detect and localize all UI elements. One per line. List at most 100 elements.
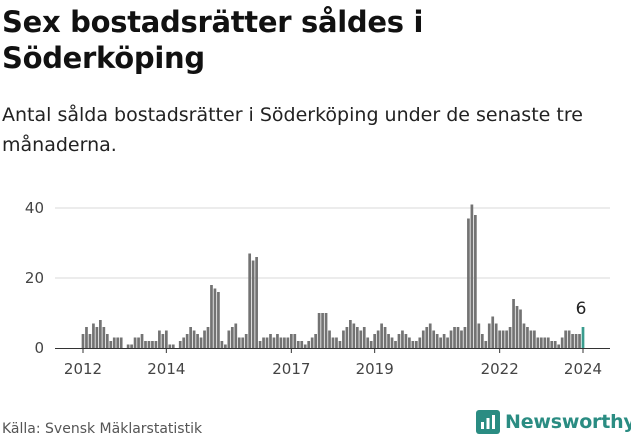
bar xyxy=(432,330,436,348)
bar xyxy=(401,330,404,348)
bar xyxy=(411,341,415,348)
bar xyxy=(199,337,203,348)
bar xyxy=(508,327,512,348)
bar xyxy=(182,337,186,348)
y-tick-label: 40 xyxy=(25,199,44,217)
bar xyxy=(470,204,474,348)
bar xyxy=(435,334,439,348)
bar xyxy=(147,341,151,348)
bar xyxy=(460,330,463,348)
bar xyxy=(519,309,522,348)
bar xyxy=(119,337,123,348)
bar xyxy=(369,341,373,348)
bar xyxy=(283,337,286,348)
bar xyxy=(501,330,505,348)
bar xyxy=(536,337,540,348)
bar xyxy=(522,323,526,348)
bar xyxy=(154,341,158,348)
bar xyxy=(178,341,182,348)
bar xyxy=(224,344,227,348)
bar xyxy=(553,341,557,348)
x-tick-label: 2012 xyxy=(64,360,102,378)
bar xyxy=(210,285,213,348)
bar xyxy=(480,334,484,348)
newsworthy-logo-icon xyxy=(476,410,500,434)
x-tick-label: 2014 xyxy=(147,360,185,378)
bar xyxy=(571,334,574,348)
bar xyxy=(317,313,321,348)
bar xyxy=(237,337,241,348)
bar xyxy=(498,330,502,348)
bar xyxy=(99,320,102,348)
bar xyxy=(185,334,189,348)
bar xyxy=(171,344,175,348)
bar xyxy=(164,330,168,348)
bar xyxy=(324,313,328,348)
bar xyxy=(546,337,550,348)
bar xyxy=(349,320,352,348)
bar xyxy=(526,327,529,348)
x-tick-label: 2019 xyxy=(356,360,394,378)
bar xyxy=(421,330,425,348)
bar xyxy=(394,341,397,348)
bar xyxy=(85,327,88,348)
x-tick-label: 2017 xyxy=(272,360,310,378)
bar xyxy=(168,344,172,348)
bar xyxy=(293,334,297,348)
bar xyxy=(539,337,543,348)
bar xyxy=(335,337,338,348)
bar xyxy=(189,327,192,348)
x-tick-label: 2022 xyxy=(481,360,519,378)
bar xyxy=(133,337,137,348)
bar xyxy=(272,337,276,348)
bar xyxy=(158,330,161,348)
bar xyxy=(512,299,515,348)
bar xyxy=(196,334,199,348)
bar xyxy=(414,341,418,348)
bar xyxy=(300,341,304,348)
bar xyxy=(137,337,140,348)
bar xyxy=(342,330,345,348)
bar xyxy=(248,253,252,348)
highlight-value-label: 6 xyxy=(576,299,587,319)
bar xyxy=(279,337,283,348)
bar xyxy=(331,337,335,348)
bar xyxy=(217,292,220,348)
bar xyxy=(442,334,446,348)
newsworthy-brand[interactable]: Newsworthy xyxy=(476,408,631,436)
bar xyxy=(206,327,210,348)
bar xyxy=(102,327,106,348)
chart-title: Sex bostadsrätter såldes i Söderköping xyxy=(2,5,424,75)
bar xyxy=(387,334,390,348)
bar xyxy=(408,337,411,348)
bar xyxy=(487,323,491,348)
bar xyxy=(494,323,498,348)
bar xyxy=(449,330,453,348)
bar xyxy=(151,341,154,348)
bar xyxy=(397,334,401,348)
bar xyxy=(220,341,224,348)
bar xyxy=(234,323,238,348)
bar xyxy=(286,337,290,348)
bar xyxy=(446,337,449,348)
bar xyxy=(383,327,387,348)
bar xyxy=(116,337,120,348)
bar xyxy=(130,344,133,348)
bar xyxy=(88,334,92,348)
bar xyxy=(467,218,470,348)
bar xyxy=(418,337,422,348)
bar xyxy=(560,337,564,348)
bar xyxy=(439,337,442,348)
bar xyxy=(321,313,324,348)
bar xyxy=(574,334,578,348)
bar xyxy=(533,330,536,348)
bar xyxy=(230,327,234,348)
bar xyxy=(557,344,561,348)
bar xyxy=(491,316,495,348)
bar-chart: 0 20 40 2012 2014 2017 2019 2022 2024 6 xyxy=(25,199,610,378)
bar xyxy=(359,330,363,348)
x-tick-label: 2024 xyxy=(564,360,602,378)
bar xyxy=(276,334,279,348)
bar xyxy=(362,327,366,348)
bar xyxy=(105,334,109,348)
